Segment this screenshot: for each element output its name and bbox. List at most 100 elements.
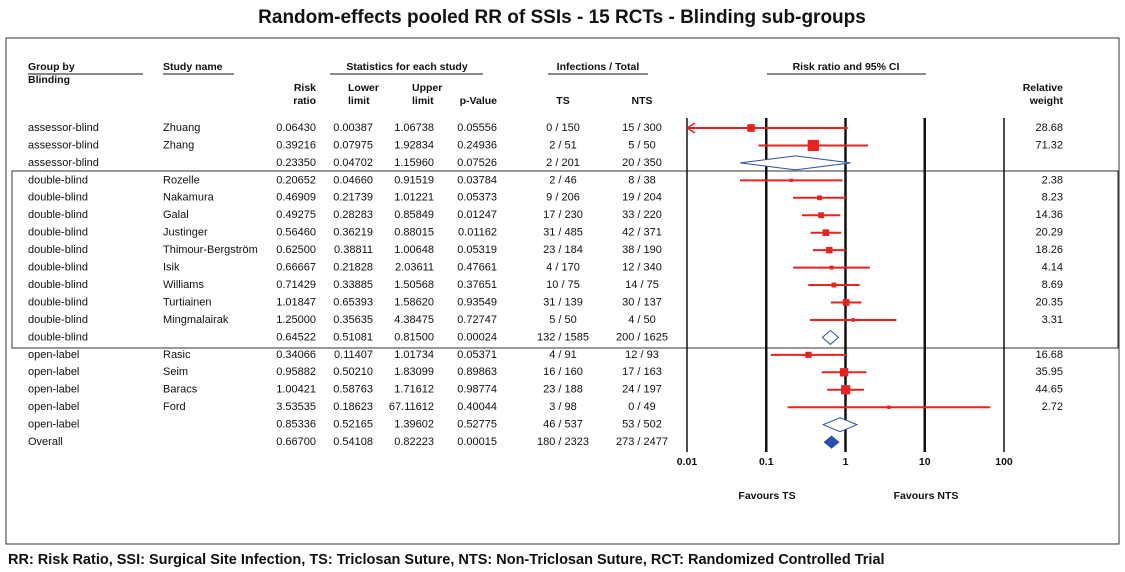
cell-rr: 0.49275 xyxy=(276,209,316,221)
x-tick-label: 1 xyxy=(843,456,849,468)
header: weight xyxy=(1029,95,1064,107)
cell-group: double-blind xyxy=(28,296,88,308)
cell-weight: 2.72 xyxy=(1042,401,1063,413)
cell-lower: 0.04702 xyxy=(333,157,373,169)
header: Statistics for each study xyxy=(346,61,468,73)
cell-nts: 15 / 300 xyxy=(622,122,662,134)
x-tick-label: 10 xyxy=(919,456,931,468)
cell-upper: 4.38475 xyxy=(394,314,434,326)
cell-ts: 132 / 1585 xyxy=(537,331,589,343)
cell-rr: 0.56460 xyxy=(276,227,316,239)
cell-upper: 1.01734 xyxy=(394,349,434,361)
cell-lower: 0.33885 xyxy=(333,279,373,291)
cell-upper: 1.39602 xyxy=(394,419,434,431)
cell-lower: 0.00387 xyxy=(333,122,373,134)
point-estimate xyxy=(851,318,855,322)
cell-weight: 28.68 xyxy=(1035,122,1063,134)
cell-ts: 3 / 98 xyxy=(549,401,577,413)
cell-lower: 0.52165 xyxy=(333,419,373,431)
point-estimate xyxy=(887,405,891,409)
cell-ts: 2 / 201 xyxy=(546,157,580,169)
header: Infections / Total xyxy=(557,61,640,73)
header: TS xyxy=(556,95,569,107)
cell-weight: 2.38 xyxy=(1042,174,1063,186)
cell-lower: 0.07975 xyxy=(333,139,373,151)
cell-ts: 23 / 184 xyxy=(543,244,583,256)
cell-p: 0.01247 xyxy=(457,209,497,221)
cell-weight: 71.32 xyxy=(1035,139,1063,151)
cell-weight: 44.65 xyxy=(1035,384,1063,396)
favours-label: Favours TS xyxy=(738,490,795,502)
cell-study: Ford xyxy=(163,401,186,413)
header: Relative xyxy=(1023,82,1063,94)
cell-rr: 0.23350 xyxy=(276,157,316,169)
cell-lower: 0.21739 xyxy=(333,192,373,204)
cell-rr: 0.20652 xyxy=(276,174,316,186)
x-tick-label: 100 xyxy=(995,456,1013,468)
cell-study: Thimour-Bergström xyxy=(163,244,258,256)
cell-group: double-blind xyxy=(28,262,88,274)
point-estimate xyxy=(817,195,822,201)
cell-p: 0.40044 xyxy=(457,401,497,413)
cell-nts: 20 / 350 xyxy=(622,157,662,169)
cell-nts: 4 / 50 xyxy=(628,314,656,326)
cell-study: Isik xyxy=(163,262,180,274)
cell-p: 0.52775 xyxy=(457,419,497,431)
x-tick-label: 0.1 xyxy=(759,456,774,468)
header: Group by xyxy=(28,61,75,73)
cell-weight: 20.35 xyxy=(1035,296,1063,308)
cell-ts: 4 / 170 xyxy=(546,262,580,274)
cell-ts: 9 / 206 xyxy=(546,192,580,204)
footnote: RR: Risk Ratio, SSI: Surgical Site Infec… xyxy=(8,552,885,568)
cell-nts: 5 / 50 xyxy=(628,139,656,151)
cell-rr: 3.53535 xyxy=(276,401,316,413)
cell-upper: 2.03611 xyxy=(395,262,434,274)
cell-ts: 2 / 51 xyxy=(549,139,577,151)
summary-diamond xyxy=(821,417,859,433)
cell-ts: 23 / 188 xyxy=(543,384,583,396)
cell-p: 0.72747 xyxy=(457,314,497,326)
point-estimate xyxy=(839,368,849,377)
cell-lower: 0.65393 xyxy=(333,296,373,308)
cell-lower: 0.35635 xyxy=(333,314,373,326)
point-estimate xyxy=(807,139,819,152)
header: Risk xyxy=(294,82,316,94)
point-estimate xyxy=(841,385,851,395)
cell-lower: 0.11407 xyxy=(334,349,373,361)
header: ratio xyxy=(293,95,316,107)
point-estimate xyxy=(747,124,755,132)
cell-study: Seim xyxy=(163,366,188,378)
point-estimate xyxy=(829,265,834,270)
cell-lower: 0.38811 xyxy=(334,244,373,256)
cell-lower: 0.04660 xyxy=(333,174,373,186)
point-estimate xyxy=(831,282,837,288)
cell-group: Overall xyxy=(28,436,63,448)
cell-weight: 20.29 xyxy=(1035,227,1063,239)
cell-lower: 0.54108 xyxy=(333,436,373,448)
cell-rr: 0.62500 xyxy=(276,244,316,256)
cell-study: Nakamura xyxy=(163,192,215,204)
cell-lower: 0.51081 xyxy=(333,331,373,343)
cell-study: Rozelle xyxy=(163,174,200,186)
cell-p: 0.00015 xyxy=(457,436,497,448)
cell-study: Baracs xyxy=(163,384,198,396)
cell-study: Galal xyxy=(163,209,189,221)
cell-study: Turtiainen xyxy=(163,296,212,308)
cell-study: Zhang xyxy=(163,139,194,151)
cell-rr: 0.95882 xyxy=(276,366,316,378)
cell-ts: 10 / 75 xyxy=(546,279,580,291)
cell-lower: 0.18623 xyxy=(333,401,373,413)
cell-rr: 0.39216 xyxy=(276,139,316,151)
cell-p: 0.01162 xyxy=(458,227,497,239)
cell-rr: 0.85336 xyxy=(276,419,316,431)
cell-upper: 1.00648 xyxy=(394,244,434,256)
cell-group: assessor-blind xyxy=(28,139,99,151)
header: Lower xyxy=(348,82,379,94)
cell-p: 0.89863 xyxy=(457,366,497,378)
cell-p: 0.05373 xyxy=(457,192,497,204)
cell-upper: 1.06738 xyxy=(394,122,434,134)
cell-p: 0.05319 xyxy=(457,244,497,256)
cell-upper: 0.88015 xyxy=(394,227,434,239)
cell-ts: 31 / 139 xyxy=(543,296,583,308)
